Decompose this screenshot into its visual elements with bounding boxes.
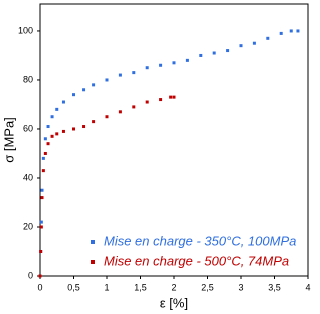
data-point bbox=[50, 134, 54, 138]
data-point bbox=[118, 73, 122, 77]
legend-marker bbox=[91, 240, 95, 244]
data-point bbox=[118, 110, 122, 114]
data-point bbox=[172, 95, 176, 99]
x-tick-label: 4 bbox=[305, 282, 310, 292]
data-point bbox=[46, 142, 50, 146]
data-point bbox=[159, 63, 163, 67]
data-point bbox=[132, 71, 136, 75]
x-axis-label: ε [%] bbox=[160, 295, 188, 310]
legend-label: Mise en charge - 350°C, 100MPa bbox=[104, 233, 296, 248]
x-tick-label: 1 bbox=[104, 282, 109, 292]
data-point bbox=[92, 83, 96, 87]
data-point bbox=[266, 36, 270, 40]
data-point bbox=[50, 115, 54, 119]
data-point bbox=[212, 51, 216, 55]
data-point bbox=[38, 274, 42, 278]
data-point bbox=[172, 61, 176, 65]
data-point bbox=[55, 132, 59, 136]
x-tick-label: 2,5 bbox=[201, 282, 214, 292]
y-tick-label: 20 bbox=[23, 221, 33, 231]
data-point bbox=[289, 29, 293, 33]
data-point bbox=[61, 100, 65, 104]
data-point bbox=[40, 188, 44, 192]
data-point bbox=[185, 58, 189, 62]
data-point bbox=[61, 129, 65, 133]
data-point bbox=[41, 169, 45, 173]
data-point bbox=[46, 125, 50, 129]
y-tick-label: 40 bbox=[23, 172, 33, 182]
data-point bbox=[82, 125, 86, 129]
data-point bbox=[39, 225, 43, 229]
data-point bbox=[145, 66, 149, 70]
data-point bbox=[72, 93, 75, 97]
data-point bbox=[72, 127, 75, 131]
x-tick-label: 3 bbox=[238, 282, 243, 292]
x-tick-label: 3,5 bbox=[268, 282, 281, 292]
data-point bbox=[279, 31, 283, 35]
data-point bbox=[43, 137, 47, 141]
data-point bbox=[159, 98, 163, 102]
y-tick-label: 80 bbox=[23, 74, 33, 84]
data-point bbox=[169, 95, 173, 99]
data-point bbox=[199, 53, 203, 57]
data-point bbox=[226, 49, 230, 53]
y-tick-label: 60 bbox=[23, 123, 33, 133]
data-point bbox=[252, 41, 256, 45]
data-point bbox=[145, 100, 149, 104]
legend-marker bbox=[91, 260, 95, 264]
data-point bbox=[41, 156, 45, 160]
x-tick-label: 0,5 bbox=[67, 282, 80, 292]
data-point bbox=[239, 44, 243, 48]
x-tick-label: 0 bbox=[37, 282, 42, 292]
data-point bbox=[40, 196, 44, 200]
data-point bbox=[82, 88, 86, 92]
x-tick-label: 2 bbox=[171, 282, 176, 292]
y-axis-label: σ [MPa] bbox=[1, 117, 16, 163]
data-point bbox=[39, 220, 43, 224]
legend-label: Mise en charge - 500°C, 74MPa bbox=[104, 253, 289, 268]
data-point bbox=[43, 151, 47, 155]
y-tick-label: 0 bbox=[28, 270, 33, 280]
y-tick-label: 100 bbox=[18, 25, 33, 35]
data-point bbox=[132, 105, 136, 109]
x-tick-label: 1,5 bbox=[134, 282, 147, 292]
data-point bbox=[92, 120, 96, 124]
data-point bbox=[296, 29, 300, 33]
data-point bbox=[55, 107, 59, 111]
data-point bbox=[105, 115, 109, 119]
data-point bbox=[39, 249, 43, 253]
data-point bbox=[105, 78, 109, 82]
